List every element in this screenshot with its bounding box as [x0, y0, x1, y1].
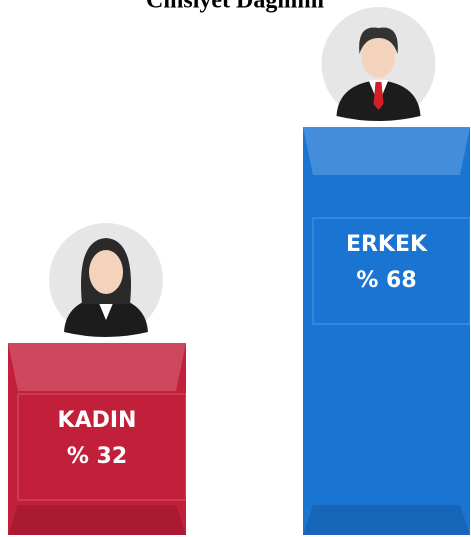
value-label: % 32 — [67, 444, 127, 469]
bar-bevel — [303, 127, 470, 175]
chart: Cinsiyet Dağılımı KADIN % 32 ERKEK % 68 — [0, 0, 471, 537]
bar-bevel — [303, 505, 470, 535]
category-label: ERKEK — [346, 232, 428, 257]
chart-title: Cinsiyet Dağılımı — [146, 0, 324, 14]
avatar-icon — [49, 223, 163, 337]
bar-bevel — [8, 343, 186, 391]
value-label: % 68 — [356, 268, 416, 293]
category-label: KADIN — [58, 408, 137, 433]
bar — [303, 127, 470, 535]
avatar-face — [89, 250, 123, 294]
bar-bevel — [8, 505, 186, 535]
avatar-icon — [322, 7, 436, 121]
